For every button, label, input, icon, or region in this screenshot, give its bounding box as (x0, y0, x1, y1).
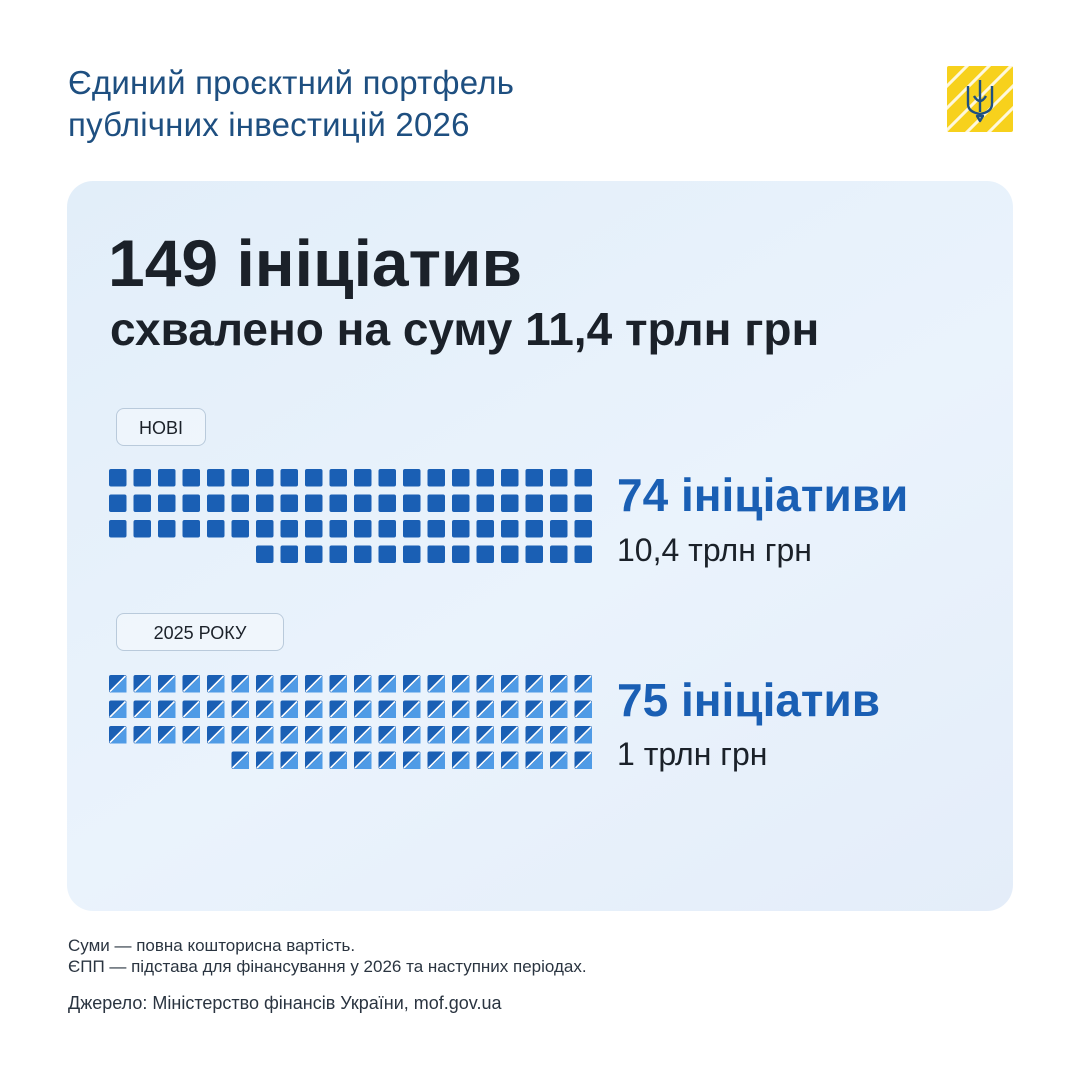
subheadline-total-amount: схвалено на суму 11,4 трлн грн (110, 303, 820, 355)
footnote-epp: ЄПП — підстава для фінансування у 2026 т… (68, 957, 587, 976)
footnote-sums: Суми — повна кошторисна вартість. (68, 936, 356, 955)
group-label-2025: 2025 РОКУ (116, 613, 284, 651)
page-title-line-1: Єдиний проєктний портфель (68, 64, 515, 101)
trident-emblem-icon (947, 66, 1013, 132)
2025-initiatives-amount: 1 трлн грн (617, 736, 768, 772)
headline-total-initiatives: 149 ініціатив (108, 226, 523, 300)
page-title: Єдиний проєктний портфель публічних інве… (68, 62, 514, 146)
page-title-line-2: публічних інвестицій 2026 (68, 106, 470, 143)
2025-initiatives-count: 75 ініціатив (617, 674, 881, 726)
source-line: Джерело: Міністерство фінансів України, … (68, 993, 502, 1013)
new-initiatives-count: 74 ініціативи (617, 469, 909, 521)
group-label-new: НОВІ (116, 408, 206, 446)
new-initiatives-amount: 10,4 трлн грн (617, 532, 812, 568)
footnotes: Суми — повна кошторисна вартість. ЄПП — … (68, 935, 587, 977)
